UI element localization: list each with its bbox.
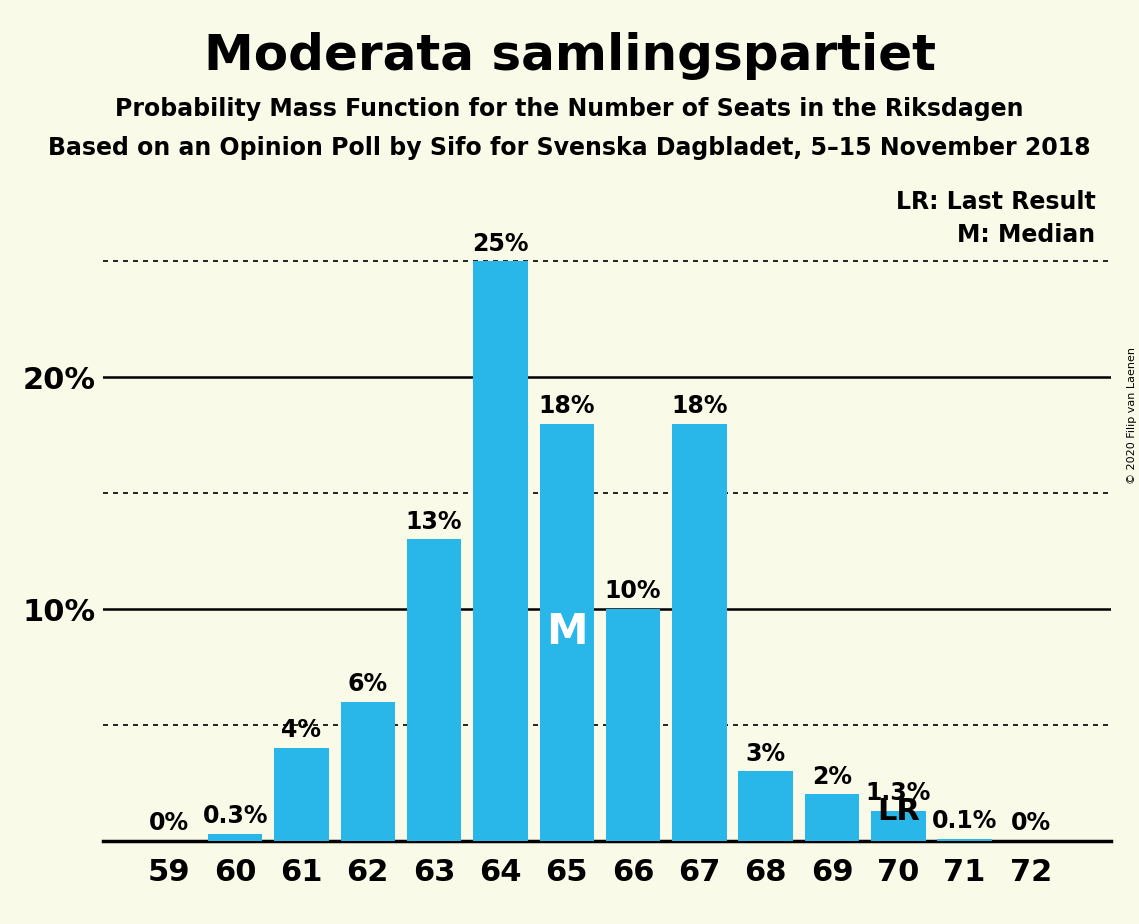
Text: Probability Mass Function for the Number of Seats in the Riksdagen: Probability Mass Function for the Number…	[115, 97, 1024, 121]
Text: 10%: 10%	[605, 579, 662, 603]
Text: 1.3%: 1.3%	[866, 781, 931, 805]
Text: 4%: 4%	[281, 718, 321, 742]
Text: Moderata samlingspartiet: Moderata samlingspartiet	[204, 32, 935, 80]
Text: M: Median: M: Median	[957, 223, 1096, 247]
Bar	[738, 772, 793, 841]
Bar	[937, 838, 992, 841]
Text: 13%: 13%	[405, 510, 462, 534]
Bar	[805, 795, 859, 841]
Bar	[540, 423, 593, 841]
Text: M: M	[546, 611, 588, 653]
Bar	[606, 609, 661, 841]
Text: LR: Last Result: LR: Last Result	[895, 190, 1096, 214]
Bar	[274, 748, 329, 841]
Bar	[871, 810, 926, 841]
Text: Based on an Opinion Poll by Sifo for Svenska Dagbladet, 5–15 November 2018: Based on an Opinion Poll by Sifo for Sve…	[48, 136, 1091, 160]
Bar	[672, 423, 727, 841]
Bar	[407, 540, 461, 841]
Text: © 2020 Filip van Laenen: © 2020 Filip van Laenen	[1126, 347, 1137, 484]
Text: 6%: 6%	[347, 672, 388, 696]
Text: 0.1%: 0.1%	[932, 808, 998, 833]
Text: 2%: 2%	[812, 765, 852, 789]
Bar	[473, 261, 527, 841]
Text: 18%: 18%	[539, 394, 595, 418]
Text: 25%: 25%	[473, 232, 528, 256]
Bar	[341, 701, 395, 841]
Text: 0.3%: 0.3%	[203, 804, 268, 828]
Text: 0%: 0%	[149, 811, 189, 835]
Text: 3%: 3%	[746, 741, 786, 765]
Text: LR: LR	[877, 796, 920, 826]
Text: 18%: 18%	[671, 394, 728, 418]
Bar	[208, 833, 262, 841]
Text: 0%: 0%	[1011, 811, 1051, 835]
